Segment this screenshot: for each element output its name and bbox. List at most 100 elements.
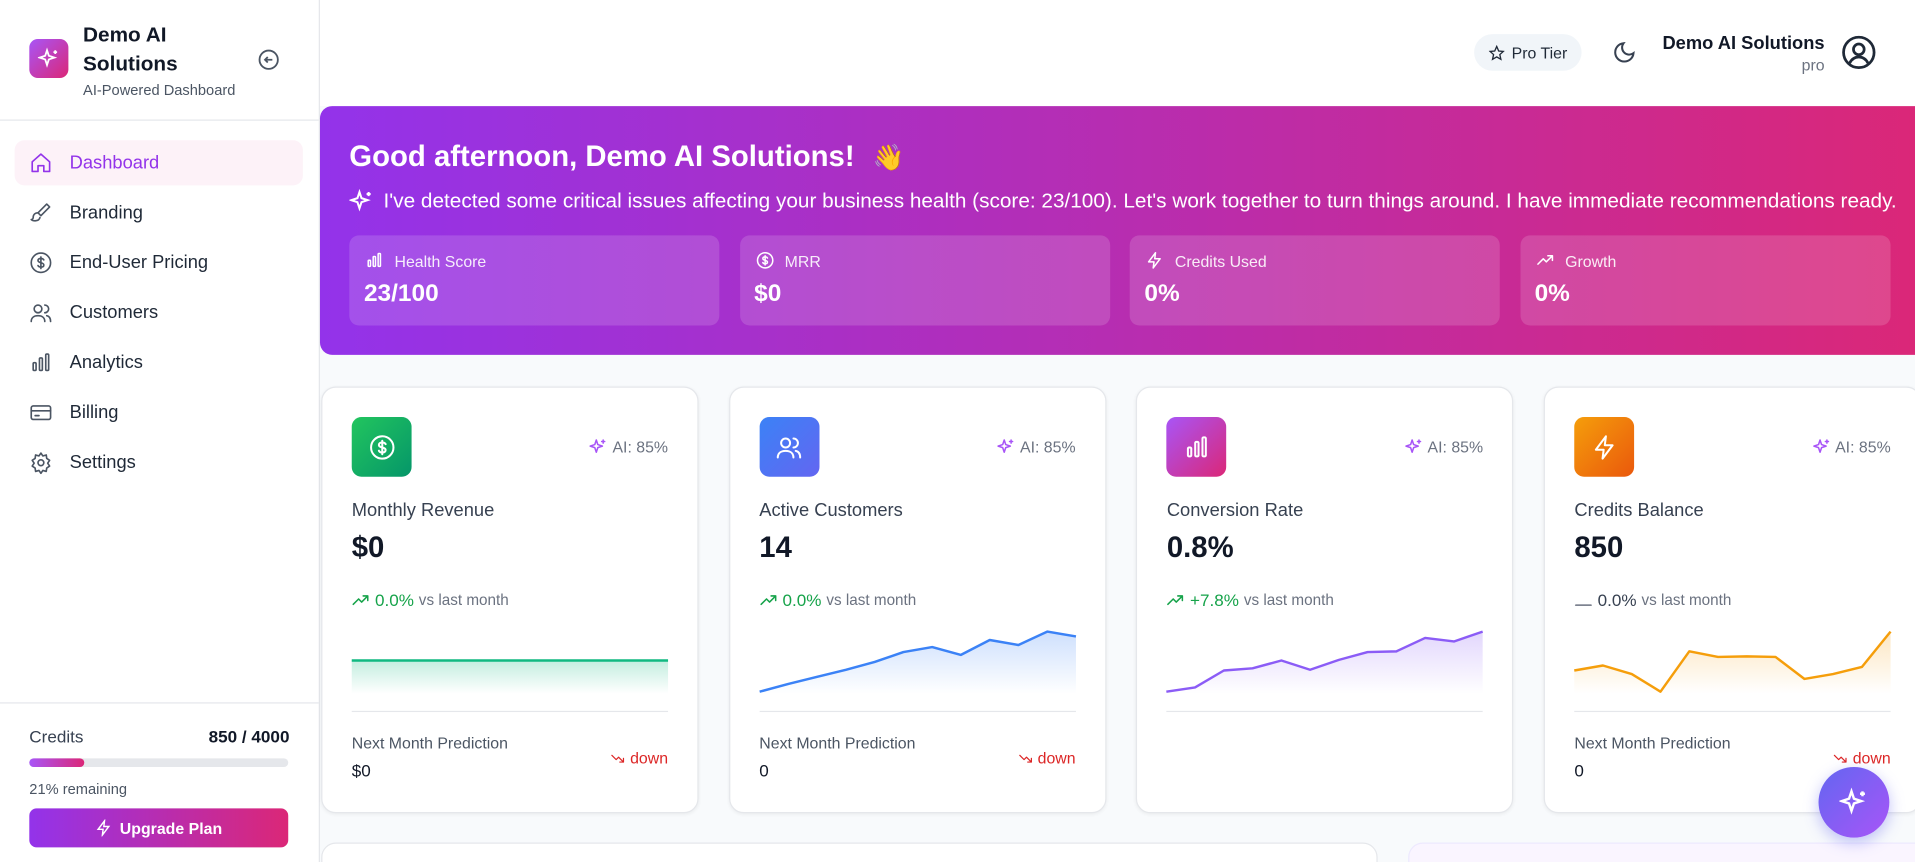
greeting-emoji: 👋 [872, 143, 905, 172]
divider [351, 710, 669, 713]
sparkline-area [1574, 631, 1891, 694]
nav-item[interactable]: Branding [15, 190, 303, 235]
credits-track [29, 758, 289, 767]
stat-value: $0 [754, 280, 782, 308]
stat-card: Health Score 23/100 [349, 235, 720, 326]
prediction-direction: down [1833, 748, 1891, 767]
assistant-button[interactable] [1818, 766, 1890, 838]
sparkline-line [758, 630, 1076, 693]
nav-item[interactable]: Billing [15, 390, 303, 435]
metric-icon [1166, 417, 1227, 477]
change-note: vs last month [1641, 591, 1732, 609]
stat-label: Growth [1565, 252, 1617, 271]
metric-value: 850 [1574, 531, 1624, 565]
prediction-value: 0 [1574, 760, 1584, 781]
stat-icon [755, 251, 773, 275]
prediction-value: $0 [351, 760, 371, 781]
sparkle-icon [349, 188, 371, 212]
change-note: vs last month [418, 591, 509, 609]
brand-name: Demo AI Solutions [83, 23, 178, 76]
metric-title: Conversion Rate [1166, 499, 1304, 521]
metric-icon [1574, 417, 1635, 477]
stat-icon [1536, 251, 1554, 275]
prediction-label: Next Month Prediction [759, 734, 916, 753]
metric-title: Monthly Revenue [351, 499, 495, 521]
sparkline-area [759, 631, 1076, 694]
change-value: 0.0% [374, 590, 414, 610]
sparkline-line [1166, 630, 1484, 693]
metric-card: AI: 85% Active Customers 14 0.0% vs last mon… [728, 386, 1107, 814]
metric-value: 0.8% [1166, 531, 1234, 565]
logo [29, 39, 69, 79]
nav-label: Dashboard [69, 152, 160, 174]
metric-card: AI: 85% Conversion Rate 0.8% +7.8% vs last m… [1136, 386, 1514, 814]
prediction-value: 0 [759, 760, 769, 781]
ai-label: AI: 85% [612, 437, 669, 457]
direction-label: down [1037, 748, 1076, 767]
nav-label: Settings [69, 452, 136, 474]
metric-change: +7.8% vs last month [1167, 590, 1334, 610]
stat-value: 0% [1534, 280, 1570, 308]
change-value: +7.8% [1190, 590, 1239, 610]
prediction-direction: down [1018, 748, 1076, 767]
nav-item[interactable]: Analytics [15, 340, 303, 385]
stat-value: 23/100 [363, 280, 439, 308]
metric-title: Active Customers [759, 499, 903, 521]
greeting-text: Good afternoon, Demo AI Solutions! [349, 140, 855, 174]
prediction-label: Next Month Prediction [1574, 734, 1731, 753]
plan-label: Pro Tier [1511, 43, 1568, 62]
metric-value: 14 [759, 531, 792, 565]
credits-remaining: 21% remaining [29, 780, 128, 798]
panel [321, 842, 1378, 862]
change-note: vs last month [1243, 591, 1334, 609]
sparkline-area [351, 660, 669, 694]
credits-amount: 850 / 4000 [208, 726, 290, 747]
metric-icon [759, 417, 820, 477]
upgrade-button[interactable]: Upgrade Plan [29, 808, 289, 848]
credits-label: Credits [29, 726, 84, 747]
prediction-direction: down [611, 749, 668, 767]
metric-card: AI: 85% Monthly Revenue $0 0.0% vs last mont… [321, 386, 699, 814]
change-value: 0.0% [1597, 590, 1637, 610]
prediction-label: Next Month Prediction [351, 734, 508, 753]
ai-confidence: AI: 85% [1404, 438, 1483, 456]
user-name: Demo AI Solutions [1662, 32, 1825, 54]
ai-confidence: AI: 85% [589, 438, 668, 456]
ai-label: AI: 85% [1427, 437, 1484, 457]
stat-card: Credits Used 0% [1129, 235, 1500, 326]
sparkline [1166, 630, 1484, 694]
banner-message: I've detected some critical issues affec… [383, 188, 1897, 213]
direction-label: down [630, 748, 669, 767]
nav-label: Customers [69, 302, 159, 324]
nav-item[interactable]: Customers [15, 290, 303, 335]
sidebar: Demo AI Solutions AI-Powered Dashboard D… [0, 0, 320, 862]
divider [0, 119, 319, 121]
stat-card: MRR $0 [739, 235, 1110, 326]
ai-label: AI: 85% [1019, 437, 1076, 457]
direction-label: down [1852, 748, 1891, 767]
nav-item[interactable]: Dashboard [14, 140, 303, 186]
metric-value: $0 [351, 531, 385, 565]
metric-title: Credits Balance [1574, 499, 1704, 521]
divider [0, 702, 319, 704]
sparkline-line [1574, 630, 1892, 693]
upgrade-label: Upgrade Plan [119, 818, 223, 838]
sparkline [1574, 630, 1892, 694]
plan-badge[interactable]: Pro Tier [1474, 34, 1582, 71]
collapse-button[interactable] [258, 49, 280, 71]
divider [1166, 710, 1484, 713]
welcome-banner: Good afternoon, Demo AI Solutions! 👋 I'v… [319, 106, 1915, 355]
nav-item[interactable]: Settings [15, 440, 303, 485]
avatar[interactable] [1840, 34, 1877, 71]
ai-confidence: AI: 85% [997, 438, 1076, 456]
theme-toggle[interactable] [1612, 40, 1636, 64]
ai-label: AI: 85% [1835, 437, 1891, 457]
nav-item[interactable]: End-User Pricing [15, 240, 303, 285]
ai-confidence: AI: 85% [1812, 438, 1891, 456]
stat-label: Credits Used [1174, 252, 1267, 271]
credits-fill [29, 758, 84, 767]
nav-label: Billing [69, 402, 119, 424]
